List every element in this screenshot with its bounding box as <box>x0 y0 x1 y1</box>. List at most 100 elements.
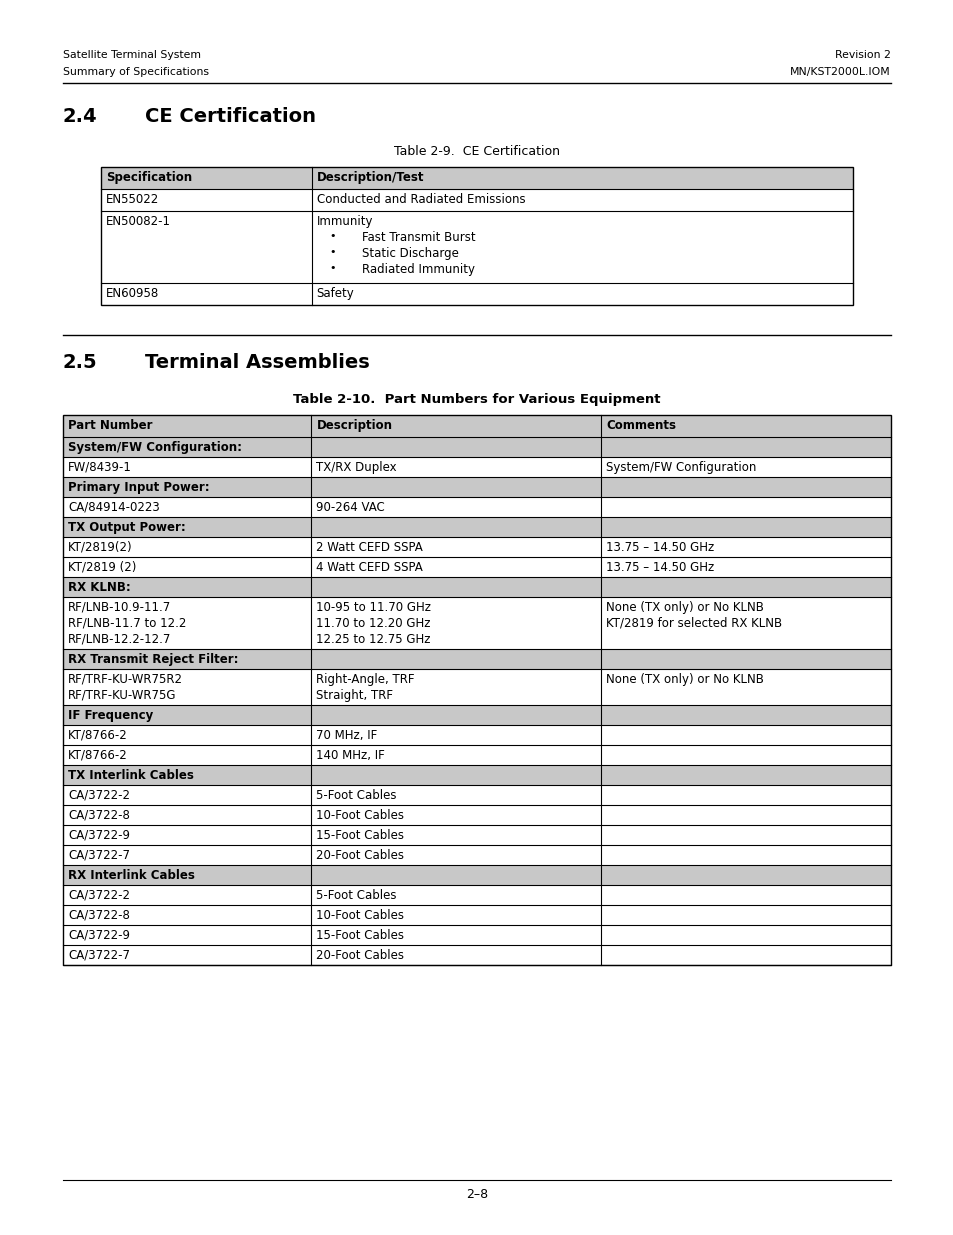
Bar <box>63 597 890 650</box>
Text: None (TX only) or No KLNB: None (TX only) or No KLNB <box>605 601 763 614</box>
Text: CA/3722-9: CA/3722-9 <box>68 929 130 942</box>
Text: CA/3722-2: CA/3722-2 <box>68 889 130 902</box>
Text: TX/RX Duplex: TX/RX Duplex <box>316 461 396 474</box>
Bar <box>101 167 312 189</box>
Bar <box>63 517 890 537</box>
Text: RX KLNB:: RX KLNB: <box>68 580 131 594</box>
Text: CA/3722-2: CA/3722-2 <box>68 789 130 802</box>
Bar <box>312 167 852 189</box>
Text: Revision 2: Revision 2 <box>834 49 890 61</box>
Text: Safety: Safety <box>316 287 354 300</box>
Text: Radiated Immunity: Radiated Immunity <box>361 263 474 275</box>
Text: TX Interlink Cables: TX Interlink Cables <box>68 769 193 782</box>
Text: 10-Foot Cables: 10-Foot Cables <box>316 809 404 823</box>
Bar <box>63 477 890 496</box>
Bar <box>63 845 890 864</box>
Text: CA/3722-9: CA/3722-9 <box>68 829 130 842</box>
Bar <box>63 764 890 785</box>
Bar <box>63 725 890 745</box>
Text: Comments: Comments <box>605 419 676 432</box>
Text: Part Number: Part Number <box>68 419 152 432</box>
Text: 90-264 VAC: 90-264 VAC <box>316 501 385 514</box>
Text: RF/TRF-KU-WR75G: RF/TRF-KU-WR75G <box>68 689 176 701</box>
Text: TX Output Power:: TX Output Power: <box>68 521 186 534</box>
Bar <box>311 415 600 437</box>
Bar <box>63 669 890 705</box>
Bar <box>600 415 890 437</box>
Bar <box>63 825 890 845</box>
Bar <box>63 437 890 457</box>
Text: EN60958: EN60958 <box>106 287 159 300</box>
Bar <box>63 945 890 965</box>
Text: KT/8766-2: KT/8766-2 <box>68 748 128 762</box>
Bar <box>63 905 890 925</box>
Text: System/FW Configuration: System/FW Configuration <box>605 461 756 474</box>
Text: CA/3722-8: CA/3722-8 <box>68 909 130 923</box>
Text: CA/3722-7: CA/3722-7 <box>68 848 130 862</box>
Bar <box>63 805 890 825</box>
Text: CA/3722-8: CA/3722-8 <box>68 809 130 823</box>
Bar <box>63 745 890 764</box>
Text: Primary Input Power:: Primary Input Power: <box>68 480 210 494</box>
Text: KT/8766-2: KT/8766-2 <box>68 729 128 742</box>
Text: Static Discharge: Static Discharge <box>361 247 458 261</box>
Bar <box>101 167 852 305</box>
Text: None (TX only) or No KLNB: None (TX only) or No KLNB <box>605 673 763 685</box>
Bar <box>63 650 890 669</box>
Text: Description/Test: Description/Test <box>316 170 424 184</box>
Text: RF/LNB-12.2-12.7: RF/LNB-12.2-12.7 <box>68 634 172 646</box>
Text: EN50082-1: EN50082-1 <box>106 215 171 228</box>
Text: 11.70 to 12.20 GHz: 11.70 to 12.20 GHz <box>316 618 431 630</box>
Text: Right-Angle, TRF: Right-Angle, TRF <box>316 673 415 685</box>
Bar <box>63 705 890 725</box>
Text: CE Certification: CE Certification <box>145 107 315 126</box>
Text: 10-Foot Cables: 10-Foot Cables <box>316 909 404 923</box>
Text: System/FW Configuration:: System/FW Configuration: <box>68 441 242 454</box>
Bar <box>63 537 890 557</box>
Text: Description: Description <box>316 419 392 432</box>
Bar <box>312 189 852 211</box>
Text: 2.4: 2.4 <box>63 107 97 126</box>
Text: Conducted and Radiated Emissions: Conducted and Radiated Emissions <box>316 193 525 206</box>
Text: •: • <box>329 247 335 257</box>
Bar <box>63 415 890 965</box>
Text: CA/3722-7: CA/3722-7 <box>68 948 130 962</box>
Text: KT/2819 for selected RX KLNB: KT/2819 for selected RX KLNB <box>605 618 781 630</box>
Bar <box>63 415 311 437</box>
Text: RX Interlink Cables: RX Interlink Cables <box>68 869 194 882</box>
Text: 13.75 – 14.50 GHz: 13.75 – 14.50 GHz <box>605 541 714 555</box>
Text: FW/8439-1: FW/8439-1 <box>68 461 132 474</box>
Text: 5-Foot Cables: 5-Foot Cables <box>316 789 396 802</box>
Text: 10-95 to 11.70 GHz: 10-95 to 11.70 GHz <box>316 601 431 614</box>
Bar <box>63 496 890 517</box>
Text: 12.25 to 12.75 GHz: 12.25 to 12.75 GHz <box>316 634 431 646</box>
Text: IF Frequency: IF Frequency <box>68 709 153 722</box>
Text: 20-Foot Cables: 20-Foot Cables <box>316 948 404 962</box>
Text: 15-Foot Cables: 15-Foot Cables <box>316 829 404 842</box>
Bar <box>63 557 890 577</box>
Bar <box>101 283 312 305</box>
Bar <box>63 885 890 905</box>
Text: Fast Transmit Burst: Fast Transmit Burst <box>361 231 475 245</box>
Text: CA/84914-0223: CA/84914-0223 <box>68 501 159 514</box>
Text: 140 MHz, IF: 140 MHz, IF <box>316 748 385 762</box>
Text: Specification: Specification <box>106 170 192 184</box>
Bar <box>63 457 890 477</box>
Text: Table 2-10.  Part Numbers for Various Equipment: Table 2-10. Part Numbers for Various Equ… <box>293 393 660 406</box>
Text: •: • <box>329 263 335 273</box>
Text: 70 MHz, IF: 70 MHz, IF <box>316 729 377 742</box>
Text: 4 Watt CEFD SSPA: 4 Watt CEFD SSPA <box>316 561 423 574</box>
Text: Summary of Specifications: Summary of Specifications <box>63 67 209 77</box>
Text: RF/TRF-KU-WR75R2: RF/TRF-KU-WR75R2 <box>68 673 183 685</box>
Text: Table 2-9.  CE Certification: Table 2-9. CE Certification <box>394 144 559 158</box>
Text: 15-Foot Cables: 15-Foot Cables <box>316 929 404 942</box>
Text: Satellite Terminal System: Satellite Terminal System <box>63 49 201 61</box>
Text: KT/2819(2): KT/2819(2) <box>68 541 132 555</box>
Text: 2–8: 2–8 <box>465 1188 488 1200</box>
Bar <box>63 785 890 805</box>
Text: RX Transmit Reject Filter:: RX Transmit Reject Filter: <box>68 653 238 666</box>
Bar <box>63 577 890 597</box>
Text: Terminal Assemblies: Terminal Assemblies <box>145 353 370 372</box>
Text: 2.5: 2.5 <box>63 353 97 372</box>
Text: •: • <box>329 231 335 241</box>
